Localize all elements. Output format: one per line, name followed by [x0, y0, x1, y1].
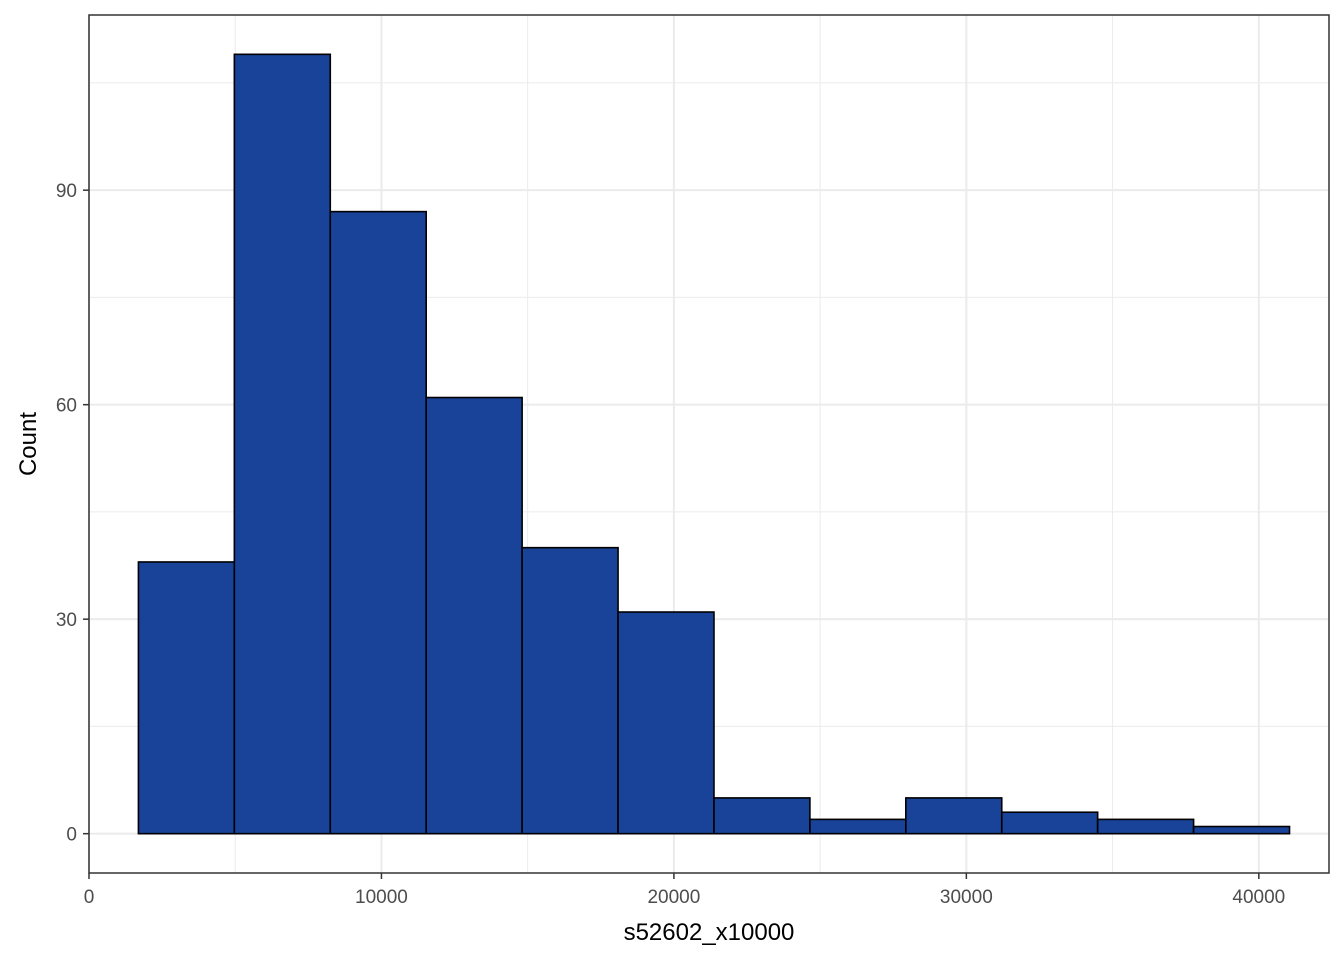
y-tick-label: 60	[56, 396, 77, 417]
histogram-bar	[809, 818, 907, 835]
x-tick-label: 30000	[940, 887, 993, 908]
histogram-bar	[1000, 811, 1099, 835]
histogram-bar	[617, 611, 715, 835]
axes: 0 10000 20000 30000 40000 0 30 60 90	[56, 181, 1285, 908]
y-tick-label: 0	[66, 825, 77, 846]
y-axis-title: Count	[15, 412, 42, 476]
histogram-bar	[1096, 818, 1195, 835]
histogram-bar	[713, 797, 811, 835]
y-tick-label: 30	[56, 610, 77, 631]
histogram-bar	[233, 53, 332, 835]
x-tick-label: 20000	[647, 887, 700, 908]
y-tick-label: 90	[56, 181, 77, 202]
x-tick-label: 10000	[355, 887, 408, 908]
panel-border	[88, 14, 1330, 874]
x-axis-title: s52602_x10000	[624, 919, 795, 946]
histogram-bar	[905, 797, 1003, 835]
histogram-bar	[329, 210, 427, 835]
histogram-bar	[137, 561, 236, 835]
x-tick-label: 40000	[1232, 887, 1285, 908]
histogram-bar	[425, 396, 523, 835]
histogram-bar	[521, 546, 619, 835]
histogram-bars	[137, 53, 1291, 835]
histogram-bar	[1192, 825, 1291, 835]
x-tick-label: 0	[84, 887, 95, 908]
